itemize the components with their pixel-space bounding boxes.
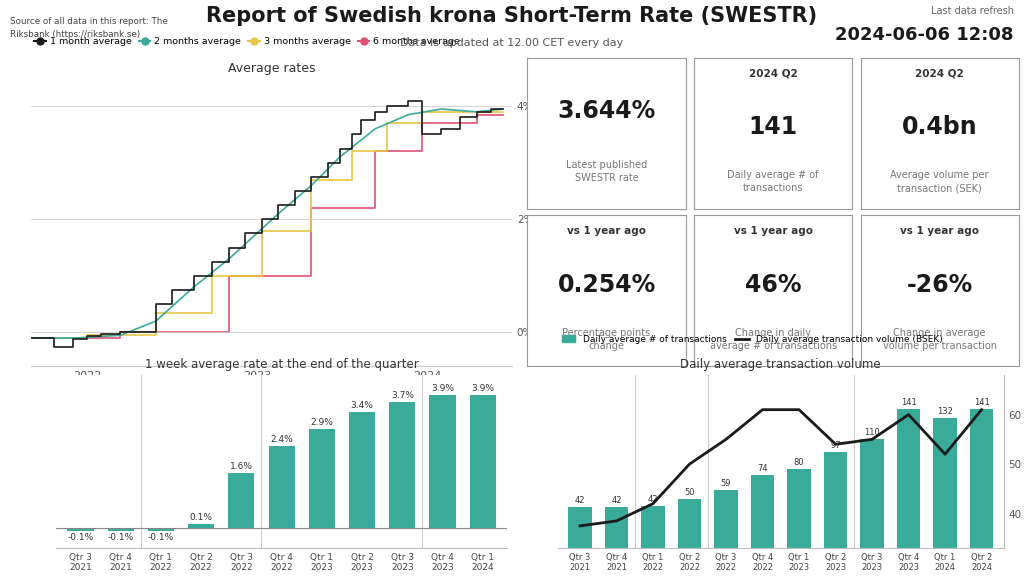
Text: Change in average
volume per transaction: Change in average volume per transaction xyxy=(883,328,996,351)
Text: 59: 59 xyxy=(721,479,731,488)
Text: 3.9%: 3.9% xyxy=(471,384,495,394)
Text: vs 1 year ago: vs 1 year ago xyxy=(900,226,979,235)
Legend: Daily average # of transactions, Daily average transaction volume (BSEK): Daily average # of transactions, Daily a… xyxy=(558,331,946,347)
Bar xyxy=(860,439,884,548)
Text: 3.4%: 3.4% xyxy=(350,402,374,410)
Bar xyxy=(897,409,921,548)
Text: vs 1 year ago: vs 1 year ago xyxy=(567,226,646,235)
Title: Daily average transaction volume: Daily average transaction volume xyxy=(681,358,881,371)
Text: 42: 42 xyxy=(611,496,622,505)
Title: 1 week average rate at the end of the quarter: 1 week average rate at the end of the qu… xyxy=(144,358,419,371)
Bar xyxy=(678,499,701,548)
Bar xyxy=(641,505,665,548)
Bar xyxy=(823,452,848,548)
Text: 1.6%: 1.6% xyxy=(229,462,253,471)
Text: 3.644%: 3.644% xyxy=(557,99,655,123)
Text: 80: 80 xyxy=(794,458,805,467)
Text: 42: 42 xyxy=(574,496,586,505)
Title: Average rates: Average rates xyxy=(227,62,315,76)
Text: 3.7%: 3.7% xyxy=(391,391,414,400)
Text: 50: 50 xyxy=(684,488,694,497)
Bar xyxy=(604,507,629,548)
Text: -26%: -26% xyxy=(906,272,973,297)
Legend: 1 month average, 2 months average, 3 months average, 6 months average: 1 month average, 2 months average, 3 mon… xyxy=(31,33,464,50)
Text: -0.1%: -0.1% xyxy=(108,533,134,542)
Text: Data is updated at 12.00 CET every day: Data is updated at 12.00 CET every day xyxy=(400,38,624,47)
Text: 141: 141 xyxy=(974,398,989,407)
Bar xyxy=(970,409,993,548)
Bar xyxy=(787,469,811,548)
Bar xyxy=(470,395,496,528)
Bar xyxy=(268,447,295,528)
Text: 0.1%: 0.1% xyxy=(189,514,213,522)
Text: 132: 132 xyxy=(937,407,953,415)
Bar xyxy=(933,418,957,548)
Bar xyxy=(228,474,254,528)
Text: 74: 74 xyxy=(757,464,768,473)
Bar xyxy=(68,528,93,531)
Bar xyxy=(108,528,134,531)
Text: vs 1 year ago: vs 1 year ago xyxy=(733,226,813,235)
X-axis label: Date at which the average rate was calculated: Date at which the average rate was calcu… xyxy=(150,387,393,397)
Text: Latest published
SWESTR rate: Latest published SWESTR rate xyxy=(566,160,647,183)
Bar xyxy=(349,413,375,528)
Text: 2024 Q2: 2024 Q2 xyxy=(749,68,798,78)
Text: 46%: 46% xyxy=(744,272,802,297)
Bar xyxy=(389,402,416,528)
Bar xyxy=(147,528,174,531)
Text: 2024-06-06 12:08: 2024-06-06 12:08 xyxy=(836,26,1014,44)
Text: Source of all data in this report: The
Riksbank (https://riksbank.se): Source of all data in this report: The R… xyxy=(10,17,168,39)
Text: 0.4bn: 0.4bn xyxy=(902,115,978,140)
Text: Percentage points
change: Percentage points change xyxy=(562,328,650,351)
Text: 2.4%: 2.4% xyxy=(270,435,293,444)
Bar xyxy=(429,395,456,528)
Bar xyxy=(568,507,592,548)
Text: 2.9%: 2.9% xyxy=(310,418,333,428)
Text: Average volume per
transaction (SEK): Average volume per transaction (SEK) xyxy=(891,170,989,193)
Bar xyxy=(188,524,214,528)
Text: Last data refresh: Last data refresh xyxy=(931,6,1014,16)
Text: Daily average # of
transactions: Daily average # of transactions xyxy=(727,170,819,193)
Text: 110: 110 xyxy=(864,428,880,437)
Text: 3.9%: 3.9% xyxy=(431,384,454,394)
Text: 2024 Q2: 2024 Q2 xyxy=(915,68,964,78)
Bar xyxy=(751,475,774,548)
Text: 42: 42 xyxy=(648,494,658,504)
Bar xyxy=(714,490,738,548)
Text: -0.1%: -0.1% xyxy=(68,533,93,542)
Text: 141: 141 xyxy=(901,398,916,407)
Bar xyxy=(309,429,335,528)
Text: 141: 141 xyxy=(749,115,798,140)
Text: -0.1%: -0.1% xyxy=(147,533,174,542)
Text: 97: 97 xyxy=(830,441,841,450)
Text: Change in daily
average # of transactions: Change in daily average # of transaction… xyxy=(710,328,837,351)
Text: 0.254%: 0.254% xyxy=(557,272,655,297)
Text: Report of Swedish krona Short-Term Rate (SWESTR): Report of Swedish krona Short-Term Rate … xyxy=(207,6,817,26)
